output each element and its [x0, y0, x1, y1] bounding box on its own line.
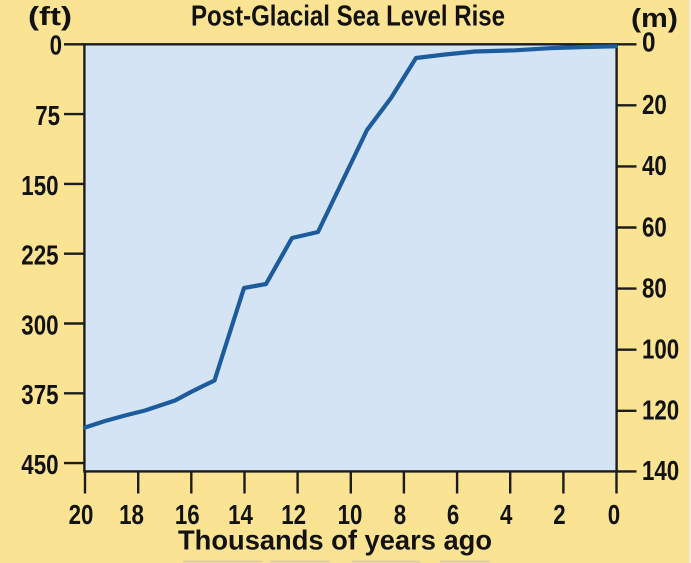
svg-text:80: 80 [642, 272, 667, 303]
svg-text:(ft): (ft) [28, 3, 72, 31]
svg-text:2: 2 [553, 499, 565, 530]
svg-text:40: 40 [642, 150, 667, 181]
svg-text:20: 20 [69, 499, 94, 530]
svg-text:150: 150 [21, 170, 58, 201]
svg-text:14: 14 [228, 499, 253, 530]
svg-text:300: 300 [21, 309, 58, 340]
svg-text:375: 375 [21, 379, 58, 410]
svg-text:Thousands of years ago: Thousands of years ago [178, 525, 492, 556]
svg-text:18: 18 [119, 499, 144, 530]
svg-text:6: 6 [447, 499, 459, 530]
svg-text:225: 225 [21, 240, 58, 271]
svg-text:Post-Glacial Sea Level Rise: Post-Glacial Sea Level Rise [191, 0, 505, 32]
svg-text:140: 140 [642, 455, 679, 486]
svg-text:(m): (m) [631, 5, 678, 33]
svg-text:20: 20 [642, 89, 667, 120]
svg-text:0: 0 [608, 499, 620, 530]
svg-text:8: 8 [394, 499, 406, 530]
svg-text:60: 60 [642, 211, 667, 242]
svg-text:4: 4 [500, 499, 513, 530]
svg-text:10: 10 [338, 499, 363, 530]
svg-text:16: 16 [175, 499, 200, 530]
svg-text:0: 0 [642, 26, 656, 57]
svg-text:120: 120 [642, 395, 679, 426]
svg-text:12: 12 [281, 499, 306, 530]
svg-text:100: 100 [642, 334, 679, 365]
svg-text:75: 75 [35, 100, 60, 131]
svg-text:450: 450 [21, 449, 58, 480]
svg-text:0: 0 [50, 29, 62, 60]
